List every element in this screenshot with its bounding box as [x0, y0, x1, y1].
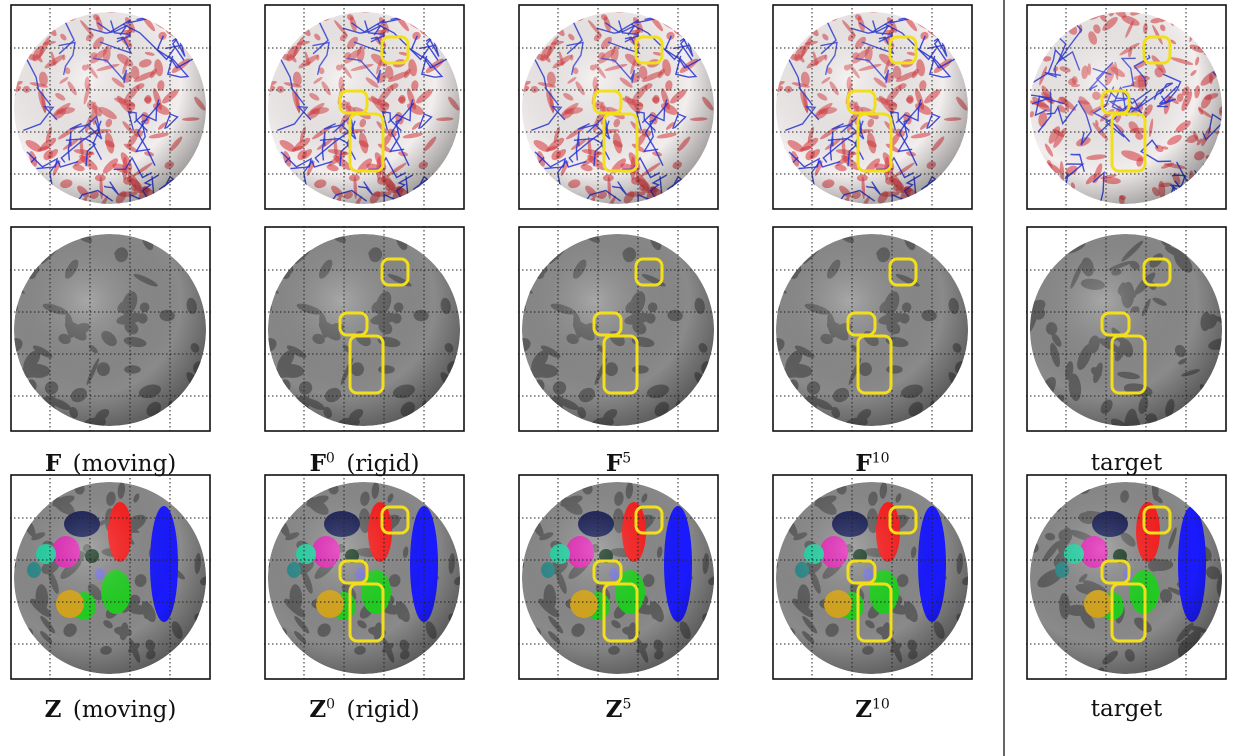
- sphere-render: [772, 474, 973, 680]
- sphere-surface: [772, 4, 973, 210]
- sphere-render: [264, 474, 465, 680]
- sphere-render: [264, 4, 465, 210]
- caption-superscript: 0: [326, 696, 335, 712]
- panel-iter5-row1: [518, 4, 719, 210]
- sphere-surface: [10, 226, 211, 432]
- feature-caption-moving: F (moving): [11, 450, 211, 477]
- label-caption-iter5: Z5: [519, 696, 719, 723]
- panel-target-row2: [1026, 226, 1227, 432]
- sphere-render: [772, 226, 973, 432]
- caption-text: (rigid): [335, 697, 420, 723]
- sphere-render: [1026, 474, 1227, 680]
- caption-symbol: Z: [855, 696, 872, 723]
- panel-iter5-row3: [518, 474, 719, 680]
- caption-symbol: Z: [606, 696, 623, 723]
- sphere-render: [518, 474, 719, 680]
- panel-iter10-row1: [772, 4, 973, 210]
- caption-superscript: 0: [326, 450, 335, 466]
- panel-iter10-row3: [772, 474, 973, 680]
- feature-caption-target: target: [1027, 450, 1227, 476]
- caption-text: target: [1091, 696, 1163, 722]
- sphere-render: [10, 4, 211, 210]
- sphere-render: [772, 4, 973, 210]
- caption-superscript: 10: [872, 450, 890, 466]
- sphere-render: [10, 474, 211, 680]
- caption-superscript: 5: [622, 696, 631, 712]
- label-caption-iter10: Z10: [773, 696, 973, 723]
- panel-rigid-row2: [264, 226, 465, 432]
- sphere-surface: [518, 474, 719, 680]
- panel-iter5-row2: [518, 226, 719, 432]
- sphere-render: [1026, 4, 1227, 210]
- panel-rigid-row3: [264, 474, 465, 680]
- sphere-surface: [1026, 4, 1227, 210]
- label-caption-moving: Z (moving): [11, 696, 211, 723]
- sphere-surface: [264, 474, 465, 680]
- sphere-surface: [264, 4, 465, 210]
- caption-symbol: F: [855, 450, 871, 477]
- caption-superscript: 5: [622, 450, 631, 466]
- sphere-surface: [518, 4, 719, 210]
- caption-text: target: [1091, 450, 1163, 476]
- sphere-surface: [1026, 474, 1227, 680]
- panel-target-row1: [1026, 4, 1227, 210]
- sphere-surface: [772, 474, 973, 680]
- caption-symbol: Z: [45, 696, 62, 723]
- feature-caption-iter10: F10: [773, 450, 973, 477]
- panel-target-row3: [1026, 474, 1227, 680]
- panel-rigid-row1: [264, 4, 465, 210]
- caption-symbol: Z: [309, 696, 326, 723]
- sphere-surface: [1026, 226, 1227, 432]
- sphere-surface: [264, 226, 465, 432]
- sphere-render: [264, 226, 465, 432]
- caption-symbol: F: [310, 450, 326, 477]
- caption-superscript: 10: [872, 696, 890, 712]
- sphere-surface: [518, 226, 719, 432]
- caption-symbol: F: [606, 450, 622, 477]
- sphere-surface: [772, 226, 973, 432]
- sphere-surface: [10, 474, 211, 680]
- sphere-surface: [10, 4, 211, 210]
- sphere-render: [518, 4, 719, 210]
- caption-text: (rigid): [335, 451, 420, 477]
- panel-moving-row1: [10, 4, 211, 210]
- sphere-render: [518, 226, 719, 432]
- sphere-render: [1026, 226, 1227, 432]
- caption-text: (moving): [61, 697, 176, 723]
- target-divider: [1003, 0, 1005, 756]
- panel-moving-row3: [10, 474, 211, 680]
- sphere-render: [10, 226, 211, 432]
- panel-moving-row2: [10, 226, 211, 432]
- feature-caption-rigid: F0 (rigid): [265, 450, 465, 477]
- label-caption-rigid: Z0 (rigid): [265, 696, 465, 723]
- feature-caption-iter5: F5: [519, 450, 719, 477]
- caption-symbol: F: [45, 450, 61, 477]
- caption-text: (moving): [61, 451, 176, 477]
- label-caption-target: target: [1027, 696, 1227, 722]
- panel-iter10-row2: [772, 226, 973, 432]
